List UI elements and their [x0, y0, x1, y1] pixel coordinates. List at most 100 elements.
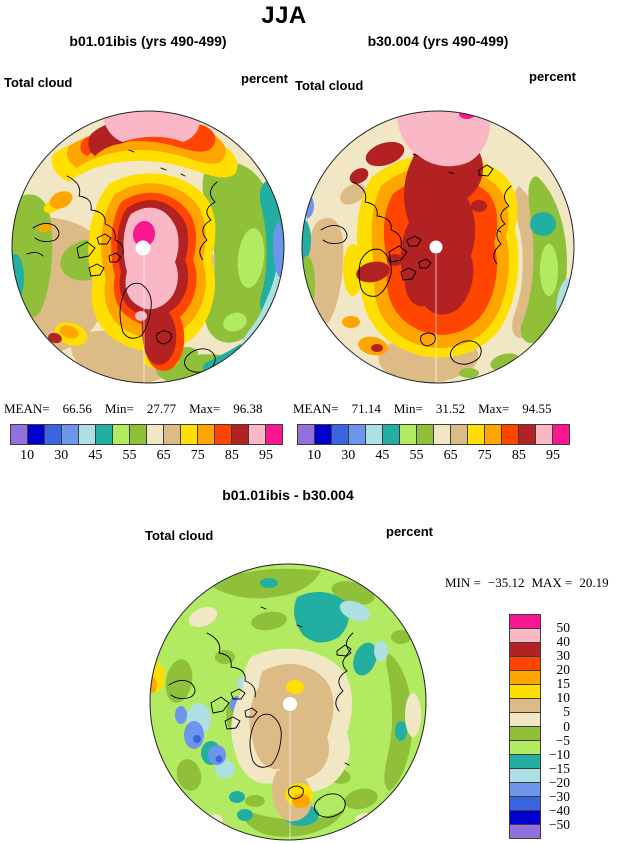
- colorbar-cell: [349, 425, 366, 444]
- colorbar-tick-label: 10: [20, 448, 35, 463]
- colorbar-tick-label: 75: [190, 448, 205, 463]
- colorbar-tick-label: 75: [477, 448, 492, 463]
- colorbar-cell: [28, 425, 45, 444]
- panel-right-stats: MEAN= 71.14 Min= 31.52 Max= 94.55: [293, 402, 552, 416]
- mean-label: MEAN=: [4, 401, 50, 416]
- colorbar-cell: [510, 657, 540, 671]
- panel-right-title: b30.004 (yrs 490-499): [367, 33, 509, 49]
- cloud-colorbar-right-ticks: 10 30 45 55 65 75 85 95: [297, 448, 570, 466]
- colorbar-cell: [147, 425, 164, 444]
- colorbar-cell: [553, 425, 569, 444]
- colorbar-boundary-label: −40: [548, 802, 570, 818]
- min-value: −35.12: [487, 575, 525, 590]
- colorbar-boundary-label: 5: [563, 704, 570, 720]
- min-value: 31.52: [435, 401, 466, 416]
- colorbar-tick-label: 65: [443, 448, 458, 463]
- colorbar-cell: [451, 425, 468, 444]
- colorbar-cell: [113, 425, 130, 444]
- colorbar-boundary-label: −15: [548, 760, 570, 776]
- colorbar-cell: [366, 425, 383, 444]
- colorbar-tick-label: 45: [375, 448, 390, 463]
- colorbar-boundary-label: 10: [556, 690, 571, 706]
- max-label: MAX =: [531, 575, 573, 590]
- diff-colorbar-labels: 50 40 30 20 15 10 5 0 −5 −10 −15 −20 −30 −40 −50: [538, 614, 570, 839]
- colorbar-boundary-label: 50: [556, 620, 571, 636]
- colorbar-cell: [510, 825, 540, 838]
- panel-left-stats: MEAN= 66.56 Min= 27.77 Max= 96.38: [4, 402, 263, 416]
- colorbar-cell: [510, 783, 540, 797]
- colorbar-boundary-label: −10: [548, 746, 570, 762]
- colorbar-cell: [181, 425, 198, 444]
- pole-dot: [283, 697, 297, 711]
- map-boundary-circle: [301, 110, 575, 384]
- colorbar-cell: [502, 425, 519, 444]
- colorbar-cell: [198, 425, 215, 444]
- colorbar-cell: [96, 425, 113, 444]
- coastlines: [168, 606, 354, 818]
- colorbar-boundary-label: −50: [548, 816, 570, 832]
- mean-label: MEAN=: [293, 401, 339, 416]
- colorbar-cell: [510, 741, 540, 755]
- colorbar-cell: [519, 425, 536, 444]
- colorbar-cell: [62, 425, 79, 444]
- pole-dot: [429, 240, 443, 254]
- colorbar-cell: [249, 425, 266, 444]
- colorbar-cell: [266, 425, 282, 444]
- colorbar-boundary-label: 15: [556, 676, 571, 692]
- colorbar-tick-label: 10: [307, 448, 322, 463]
- colorbar-cell: [130, 425, 147, 444]
- colorbar-cell: [468, 425, 485, 444]
- colorbar-cell: [510, 769, 540, 783]
- min-value: 27.77: [146, 401, 177, 416]
- colorbar-cell: [510, 699, 540, 713]
- colorbar-tick-label: 65: [156, 448, 171, 463]
- diff-units-label: percent: [386, 524, 433, 539]
- colorbar-cell: [315, 425, 332, 444]
- colorbar-cell: [510, 797, 540, 811]
- panel-right-field-label: Total cloud: [295, 78, 364, 93]
- colorbar-cell: [298, 425, 315, 444]
- colorbar-cell: [434, 425, 451, 444]
- colorbar-cell: [510, 755, 540, 769]
- min-label: Min=: [393, 401, 423, 416]
- colorbar-boundary-label: 40: [556, 634, 571, 650]
- max-value: 96.38: [233, 401, 263, 416]
- colorbar-tick-label: 30: [54, 448, 69, 463]
- colorbar-cell: [510, 643, 540, 657]
- colorbar-tick-label: 95: [545, 448, 560, 463]
- colorbar-tick-label: 85: [224, 448, 239, 463]
- colorbar-cell: [417, 425, 434, 444]
- pole-dot: [135, 240, 151, 256]
- colorbar-cell: [510, 629, 540, 643]
- max-contour-blob: [132, 221, 156, 247]
- colorbar-tick-label: 55: [122, 448, 137, 463]
- colorbar-cell: [79, 425, 96, 444]
- diff-field-label: Total cloud: [145, 528, 214, 543]
- colorbar-cell: [536, 425, 553, 444]
- colorbar-cell: [215, 425, 232, 444]
- panel-left-title: b01.01ibis (yrs 490-499): [69, 33, 227, 49]
- colorbar-cell: [400, 425, 417, 444]
- mean-value: 66.56: [62, 401, 92, 416]
- figure-title: JJA: [261, 2, 307, 29]
- min-label: Min=: [104, 401, 134, 416]
- colorbar-cell: [383, 425, 400, 444]
- colorbar-boundary-label: −5: [555, 732, 570, 748]
- map-boundary-circle: [149, 563, 427, 841]
- colorbar-cell: [510, 615, 540, 629]
- colorbar-cell: [510, 811, 540, 825]
- cloud-colorbar-right: [297, 424, 570, 445]
- cloud-colorbar-left: [10, 424, 283, 445]
- diff-panel-title: b01.01ibis - b30.004: [222, 487, 354, 503]
- colorbar-tick-label: 45: [88, 448, 103, 463]
- colorbar-tick-label: 85: [511, 448, 526, 463]
- colorbar-cell: [332, 425, 349, 444]
- cloud-colorbar-left-ticks: 10 30 45 55 65 75 85 95: [10, 448, 283, 466]
- panel-left-field-label: Total cloud: [4, 75, 73, 90]
- map-b30-polar-plot: [301, 110, 575, 384]
- colorbar-cell: [510, 685, 540, 699]
- panel-right-units-label: percent: [529, 69, 576, 84]
- mean-value: 71.14: [351, 401, 381, 416]
- colorbar-cell: [510, 713, 540, 727]
- colorbar-boundary-label: 20: [556, 662, 571, 678]
